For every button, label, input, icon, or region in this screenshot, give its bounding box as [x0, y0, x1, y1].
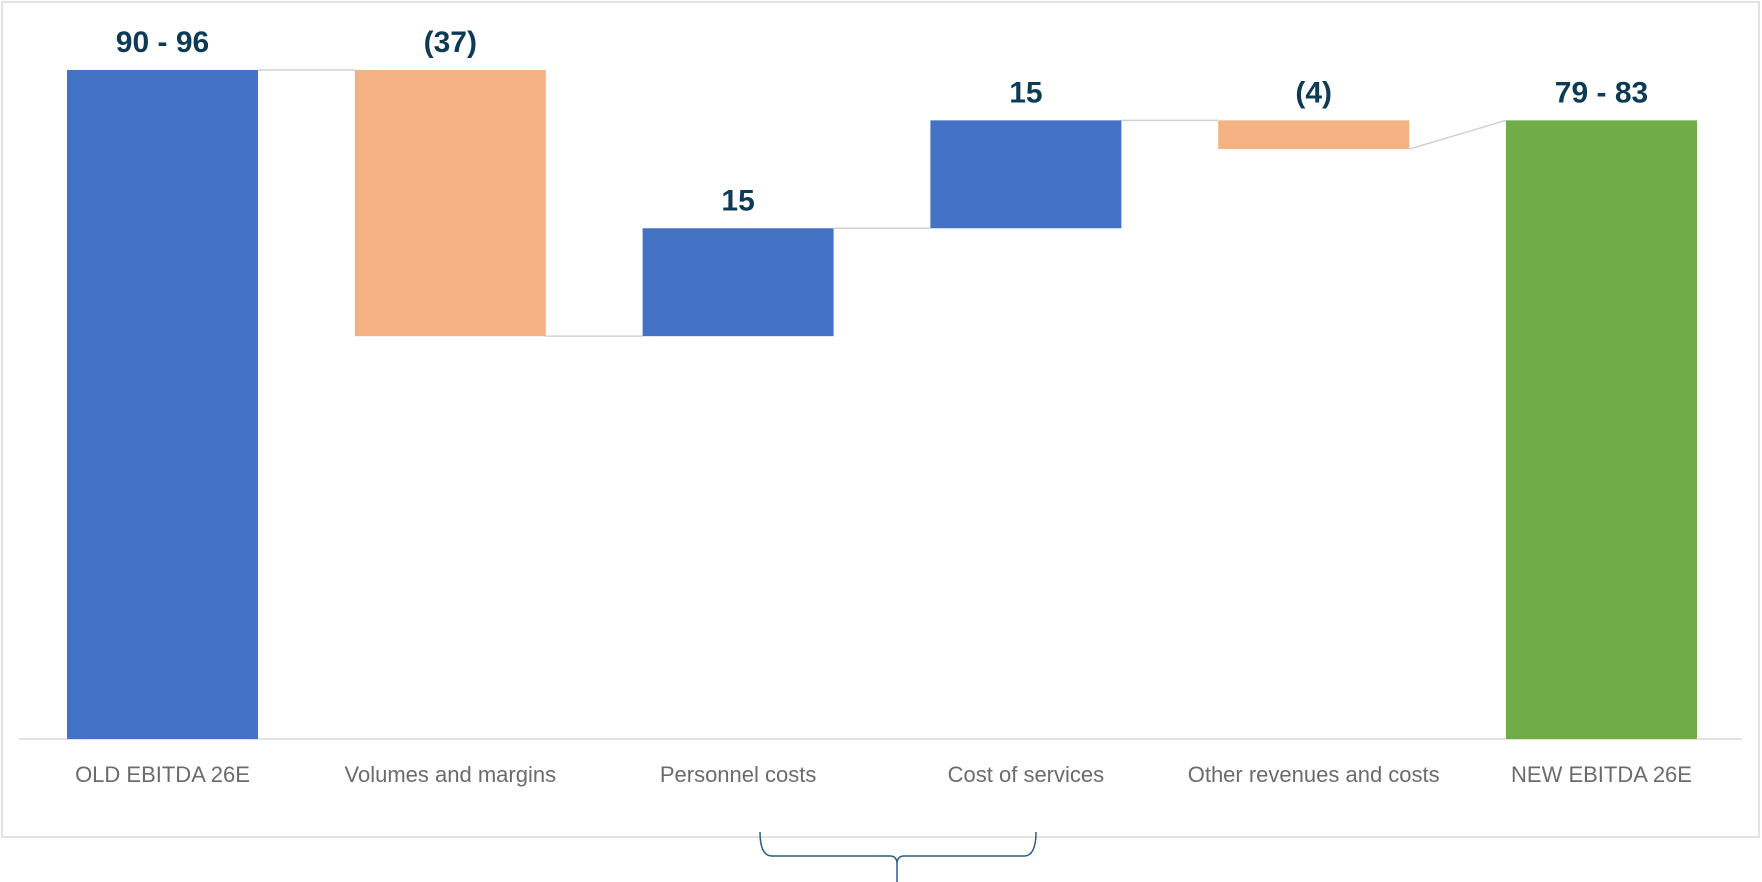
category-label: Cost of services [947, 762, 1105, 787]
category-label: OLD EBITDA 26E [75, 762, 250, 787]
bar [1506, 120, 1697, 739]
value-label: (4) [1295, 76, 1332, 109]
value-label: 15 [1009, 76, 1042, 109]
bar [642, 228, 834, 337]
category-label: Other revenues and costs [1187, 762, 1440, 787]
category-label: Volumes and margins [344, 762, 557, 787]
chart-frame [1, 1, 1760, 838]
brace [759, 831, 1037, 882]
bar [930, 120, 1122, 229]
bar [67, 70, 258, 739]
value-label: 90 - 96 [116, 26, 209, 59]
connector [1408, 119, 1507, 150]
value-label: (37) [424, 26, 477, 59]
category-label: NEW EBITDA 26E [1511, 762, 1692, 787]
value-label: 79 - 83 [1555, 76, 1648, 109]
value-label: 15 [721, 184, 754, 217]
bar [1218, 120, 1410, 150]
category-label: Personnel costs [659, 762, 817, 787]
bar [354, 70, 546, 337]
